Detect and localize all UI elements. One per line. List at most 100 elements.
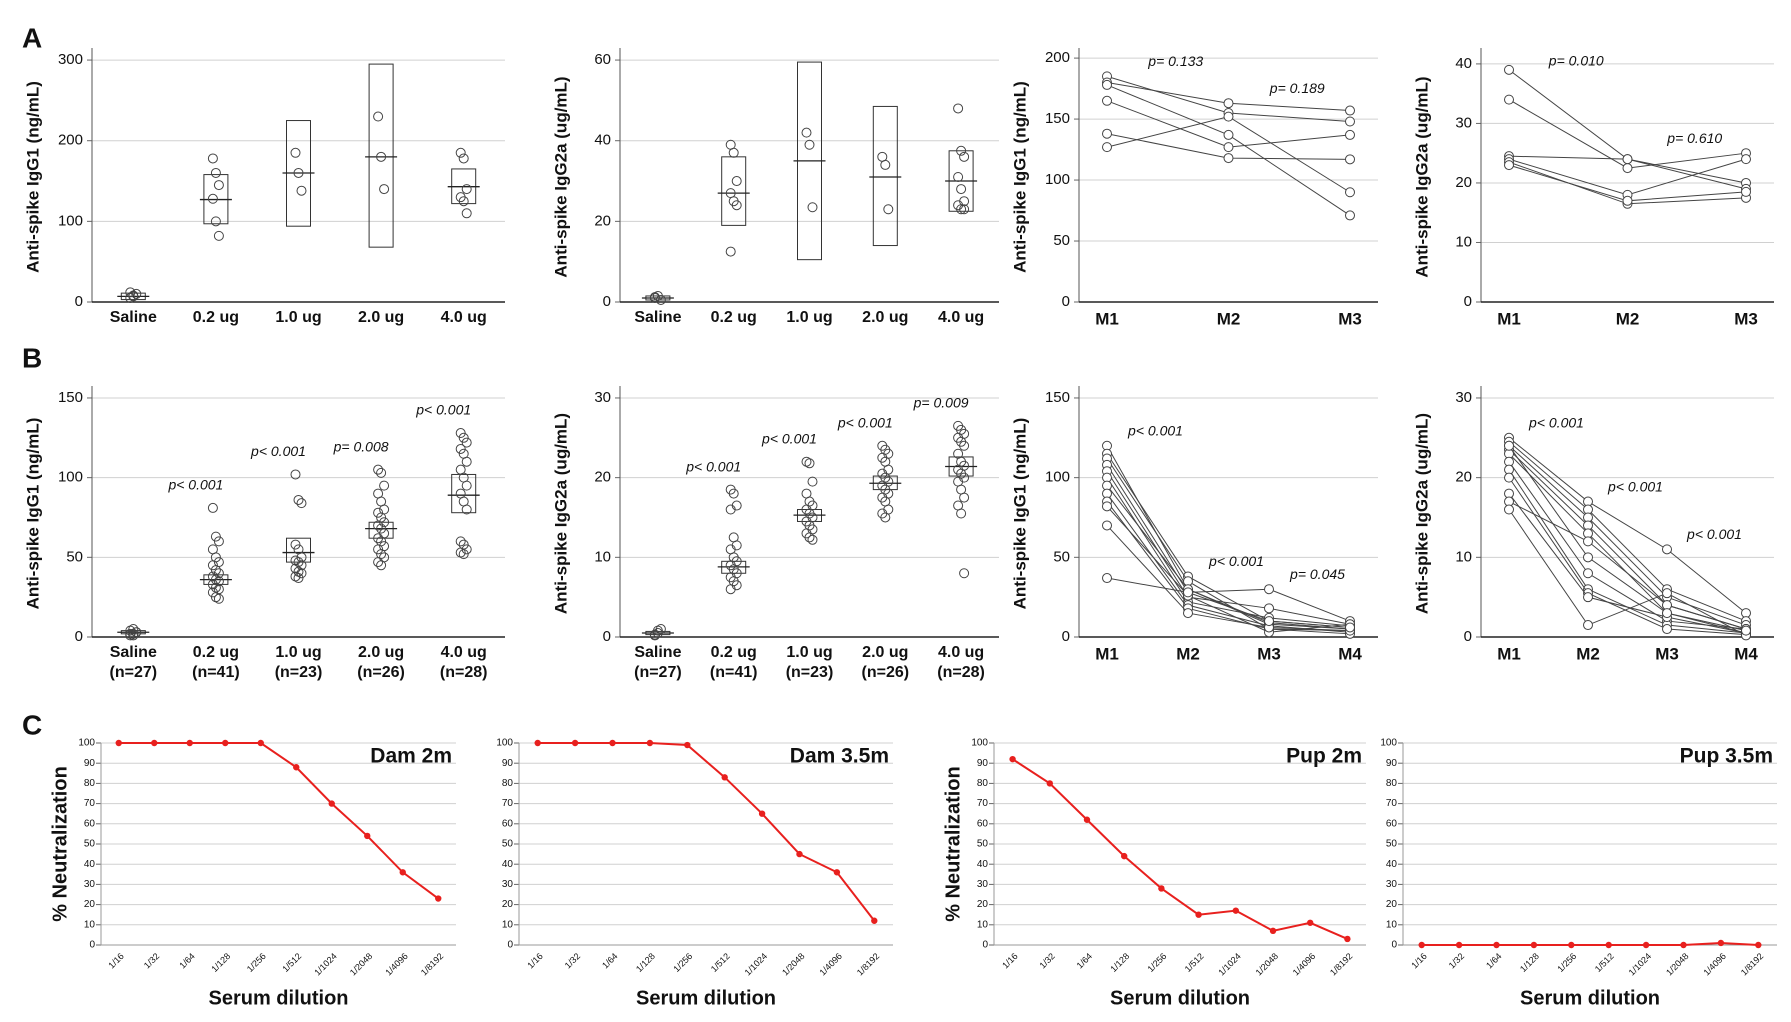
y-tick-label: 30 <box>1455 389 1472 406</box>
data-point <box>1269 927 1277 935</box>
data-point <box>1680 941 1687 949</box>
x-tick-label: 4.0 ug <box>938 644 984 661</box>
data-point <box>461 480 472 491</box>
x-tick-label: 1/128 <box>1518 951 1541 974</box>
data-point <box>125 625 136 636</box>
x-tick-label: 0.2 ug <box>711 309 757 326</box>
x-tick-label: Saline <box>634 644 681 661</box>
y-tick-label: 80 <box>84 778 96 789</box>
y-tick-label: 100 <box>1380 738 1397 749</box>
data-point <box>801 456 812 467</box>
x-tick-label: 1/4096 <box>1291 951 1318 978</box>
data-point <box>1264 616 1274 627</box>
series-line <box>537 742 876 922</box>
x-tick-label: 1/1024 <box>1216 951 1243 978</box>
x-axis-label: Serum dilution <box>1110 987 1250 1009</box>
x-tick-label: 1/8192 <box>1328 951 1355 978</box>
data-point <box>807 202 818 213</box>
data-point <box>534 739 541 747</box>
x-tick-label: Saline <box>110 309 157 326</box>
data-point <box>455 536 466 547</box>
data-point <box>373 520 384 531</box>
x-tick-label: 1/8192 <box>419 951 446 978</box>
y-tick-label: 20 <box>594 469 611 486</box>
data-point <box>379 517 390 528</box>
x-tick-label: 1/4096 <box>383 951 410 978</box>
x-tick-sublabel: (n=26) <box>357 664 405 681</box>
data-point <box>1530 941 1538 949</box>
x-tick-label: M2 <box>1176 644 1200 663</box>
data-point <box>796 850 803 858</box>
data-point <box>296 498 307 509</box>
data-point <box>293 764 300 771</box>
data-point <box>131 288 142 299</box>
data-point <box>210 592 221 603</box>
x-tick-sublabel: (n=41) <box>192 664 240 681</box>
data-point <box>684 741 691 749</box>
data-point <box>376 560 387 571</box>
data-point <box>131 627 142 638</box>
p-value: p< 0.001 <box>1686 526 1742 542</box>
data-point <box>128 624 139 635</box>
data-point <box>379 480 390 491</box>
data-point <box>1622 154 1633 165</box>
data-point <box>296 560 307 571</box>
y-axis-label: Anti-spike IgG2a (ug/mL) <box>1412 413 1431 614</box>
p-value: p= 0.009 <box>913 395 969 411</box>
data-point <box>151 739 158 747</box>
x-tick-label: M3 <box>1338 309 1362 328</box>
x-tick-label: 1/8192 <box>855 951 882 978</box>
data-point <box>1622 163 1633 174</box>
data-point <box>399 869 406 876</box>
x-tick-sublabel: (n=28) <box>440 664 488 681</box>
subject-line <box>1508 445 1747 626</box>
data-point <box>1102 573 1112 584</box>
data-point <box>210 574 221 585</box>
data-point <box>807 476 818 487</box>
y-tick-label: 0 <box>1062 293 1070 310</box>
x-tick-sublabel: (n=41) <box>710 664 758 681</box>
y-axis-label: Anti-spike IgG1 (ng/mL) <box>1010 418 1029 610</box>
p-value: p= 0.610 <box>1666 130 1722 146</box>
panel-label: A <box>22 22 42 53</box>
x-tick-label: 1.0 ug <box>275 309 321 326</box>
data-point <box>210 531 221 542</box>
x-tick-label: Saline <box>110 644 157 661</box>
data-point <box>290 539 301 550</box>
p-value: p= 0.008 <box>333 438 389 454</box>
data-point <box>1455 941 1463 949</box>
y-tick-label: 100 <box>78 738 95 749</box>
y-tick-label: 0 <box>1062 628 1070 645</box>
data-point <box>571 739 579 747</box>
x-tick-label: 2.0 ug <box>358 309 404 326</box>
data-point <box>1583 592 1593 603</box>
subject-line <box>1106 458 1351 632</box>
data-point <box>646 739 654 747</box>
x-tick-label: 1/64 <box>1484 951 1503 970</box>
x-tick-label: 4.0 ug <box>938 309 984 326</box>
data-point <box>959 440 970 451</box>
data-point <box>1345 129 1355 140</box>
data-point <box>731 200 742 211</box>
data-point <box>458 549 469 560</box>
data-point <box>804 139 815 150</box>
y-tick-label: 0 <box>1464 293 1472 310</box>
y-tick-label: 20 <box>977 899 989 910</box>
y-tick-label: 80 <box>1386 778 1398 789</box>
data-point <box>655 624 666 635</box>
data-point <box>213 568 224 579</box>
data-point <box>725 246 736 257</box>
y-axis-label: Anti-spike IgG1 (ng/mL) <box>23 81 42 273</box>
y-tick-label: 70 <box>84 798 96 809</box>
y-tick-label: 100 <box>1045 171 1070 188</box>
subject-line <box>1106 577 1351 628</box>
y-axis-label: Anti-spike IgG1 (ng/mL) <box>23 418 42 610</box>
p-value: p< 0.001 <box>1208 553 1264 569</box>
data-point <box>1504 504 1514 515</box>
x-tick-label: 1/64 <box>177 951 196 970</box>
x-tick-label: 1/1024 <box>743 951 770 978</box>
y-tick-label: 30 <box>1386 879 1398 890</box>
data-point <box>1662 608 1672 619</box>
subject-line <box>1508 441 1747 622</box>
data-point <box>1504 160 1514 171</box>
